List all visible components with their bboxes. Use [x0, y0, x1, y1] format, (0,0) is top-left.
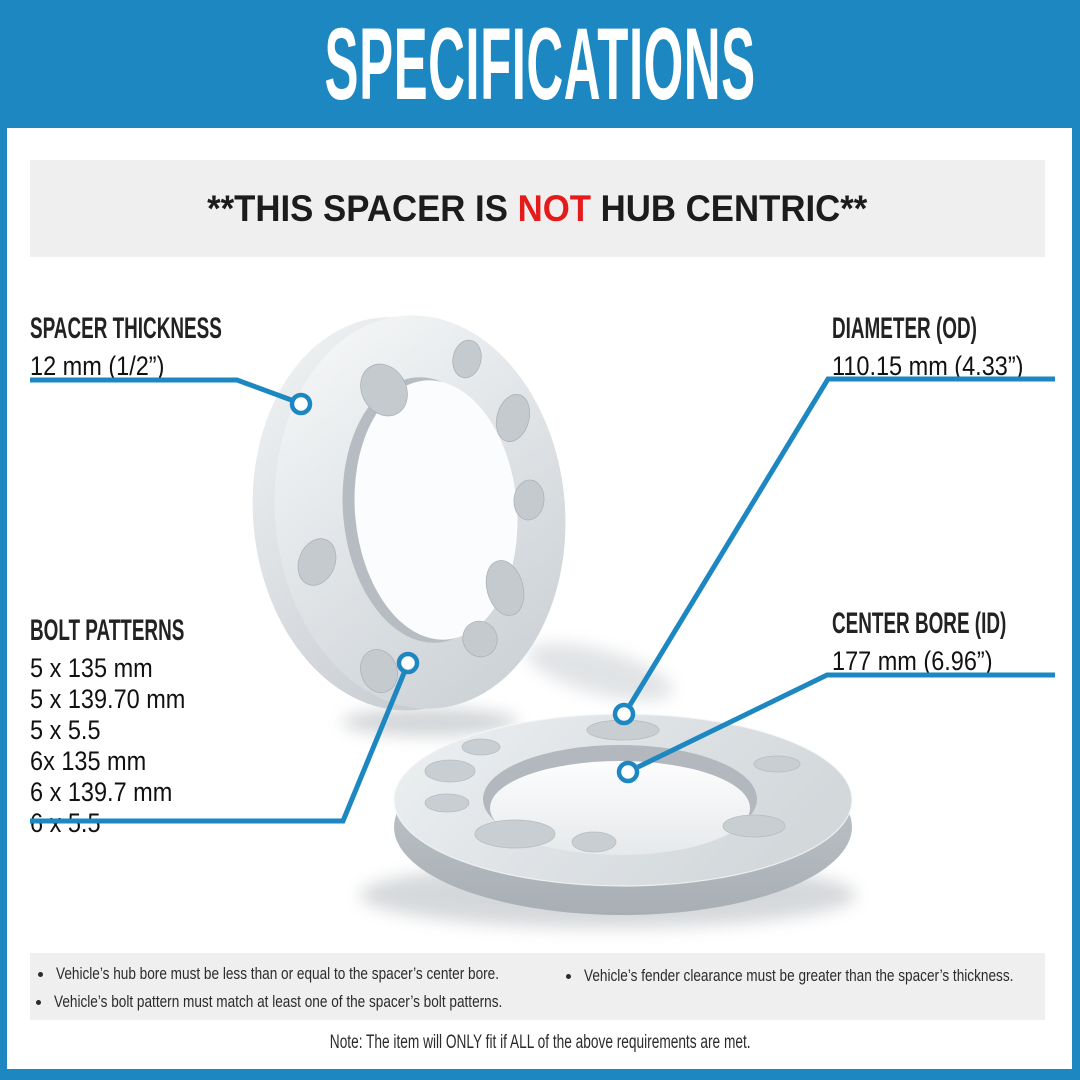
requirement-text: Vehicle’s fender clearance must be great…: [584, 966, 1014, 985]
hub-centric-warning-banner: **THIS SPACER IS NOT HUB CENTRIC**: [30, 160, 1045, 257]
diameter-od-label: DIAMETER (OD): [832, 312, 977, 345]
bolt-pattern-item: 6 x 5.5: [30, 808, 101, 838]
warning-text-prefix: **THIS SPACER IS: [207, 187, 518, 229]
bolt-pattern-item: 5 x 5.5: [30, 715, 101, 745]
bolt-pattern-item: 5 x 139.70 mm: [30, 684, 186, 714]
spacer-thickness-label: SPACER THICKNESS: [30, 312, 222, 345]
bullet-icon: [566, 973, 571, 979]
bullet-icon: [36, 999, 41, 1005]
requirement-text: Vehicle’s hub bore must be less than or …: [56, 964, 500, 983]
warning-text-suffix: HUB CENTRIC**: [591, 187, 868, 229]
warning-text: **THIS SPACER IS NOT HUB CENTRIC**: [207, 188, 867, 230]
page-border-bottom: [0, 1069, 1080, 1080]
page-title: SPECIFICATIONS: [324, 7, 756, 121]
fitment-note-text: Note: The item will ONLY fit if ALL of t…: [329, 1032, 751, 1053]
spec-center-bore-id: CENTER BORE (ID) 177 mm (6.96”): [832, 607, 1080, 677]
page-border-right: [1072, 0, 1080, 1080]
bullet-icon: [38, 971, 43, 977]
requirement-item: Vehicle’s bolt pattern must match at lea…: [36, 992, 614, 1012]
bolt-patterns-label: BOLT PATTERNS: [30, 614, 185, 647]
spacer-thickness-value: 12 mm (1/2”): [30, 351, 165, 381]
page-border-left: [0, 0, 7, 1080]
diameter-od-value: 110.15 mm (4.33”): [832, 351, 1024, 381]
warning-text-highlight: NOT: [517, 187, 592, 229]
bolt-pattern-item: 6 x 139.7 mm: [30, 777, 173, 807]
spec-diameter-od: DIAMETER (OD) 110.15 mm (4.33”): [832, 312, 1062, 382]
requirement-item: Vehicle’s fender clearance must be great…: [566, 966, 1080, 986]
bolt-patterns-list: 5 x 135 mm 5 x 139.70 mm 5 x 5.5 6x 135 …: [30, 653, 275, 839]
spec-spacer-thickness: SPACER THICKNESS 12 mm (1/2”): [30, 312, 334, 382]
upper-spacer: [252, 315, 566, 711]
requirement-text: Vehicle’s bolt pattern must match at lea…: [54, 992, 503, 1011]
lower-spacer: [393, 713, 853, 915]
requirements-panel: Vehicle’s hub bore must be less than or …: [30, 953, 1045, 1020]
header-bar: SPECIFICATIONS: [0, 0, 1080, 128]
fitment-note: Note: The item will ONLY fit if ALL of t…: [0, 1032, 1080, 1054]
center-bore-id-label: CENTER BORE (ID): [832, 607, 1007, 640]
requirement-item: Vehicle’s hub bore must be less than or …: [38, 964, 610, 984]
bolt-pattern-item: 5 x 135 mm: [30, 653, 153, 683]
spec-bolt-patterns: BOLT PATTERNS 5 x 135 mm 5 x 139.70 mm 5…: [30, 614, 275, 839]
bolt-pattern-item: 6x 135 mm: [30, 746, 147, 776]
center-bore-id-value: 177 mm (6.96”): [832, 646, 993, 676]
